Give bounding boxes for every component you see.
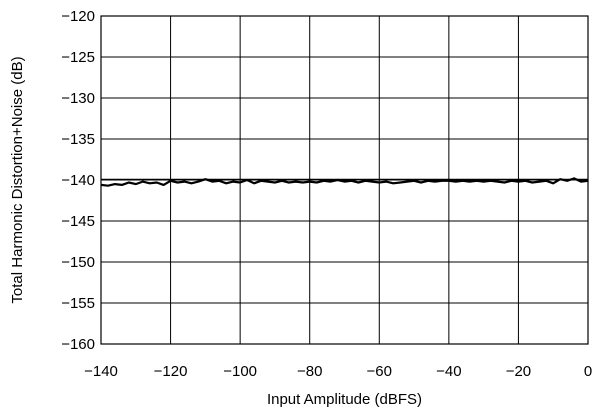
y-tick-label: −125 [61,49,95,66]
x-tick-label: 0 [584,363,592,380]
x-tick-label: −100 [223,363,257,380]
y-tick-label: −120 [61,8,95,25]
x-axis-title: Input Amplitude (dBFS) [267,391,422,408]
y-tick-label: −150 [61,254,95,271]
series-line [100,177,589,187]
x-tick-labels: −140 −120 −100 −80 −60 −40 −20 0 [84,363,592,380]
grid [101,16,588,344]
x-tick-label: −120 [154,363,188,380]
plot-frame [100,15,589,345]
x-tick-label: −80 [297,363,322,380]
y-tick-label: −155 [61,295,95,312]
y-tick-label: −135 [61,131,95,148]
x-tick-label: −40 [436,363,461,380]
x-tick-label: −60 [367,363,392,380]
y-tick-labels: −120 −125 −130 −135 −140 −145 −150 −155 −160 [61,8,95,353]
y-tick-label: −160 [61,336,95,353]
x-tick-label: −20 [506,363,531,380]
series-layer [100,177,589,187]
y-tick-label: −130 [61,90,95,107]
x-tick-label: −140 [84,363,118,380]
y-tick-label: −145 [61,213,95,230]
y-axis-title: Total Harmonic Distortion+Noise (dB) [9,56,26,303]
y-tick-label: −140 [61,172,95,189]
